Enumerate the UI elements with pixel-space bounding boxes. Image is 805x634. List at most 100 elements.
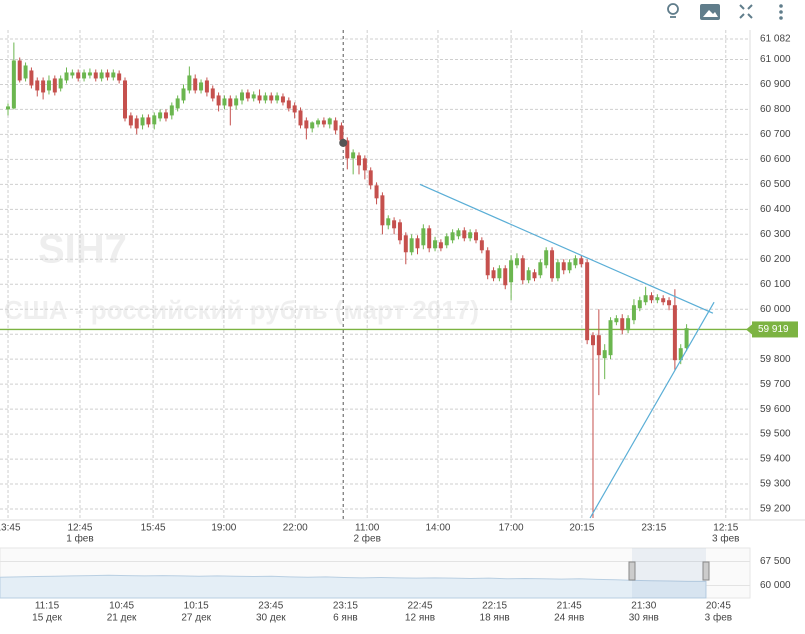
candle-body (520, 258, 525, 281)
grid (0, 30, 750, 520)
x-tick-label: 23:15 (641, 523, 666, 534)
x-tick-label: 11:00 (355, 523, 380, 534)
navigator-x-time: 21:30 (631, 601, 656, 612)
candle-body (579, 258, 584, 265)
candle-body (561, 262, 566, 271)
candle-body (684, 328, 689, 349)
candle-body (199, 82, 204, 91)
candle-body (339, 125, 344, 141)
navigator-handle[interactable] (702, 561, 710, 581)
candle-body (491, 270, 496, 279)
candle-body (643, 295, 648, 303)
candle-body (64, 72, 69, 81)
candle-body (105, 72, 110, 78)
x-date-label: 3 фев (712, 533, 739, 545)
candle-body (17, 60, 22, 81)
candle-body (158, 112, 163, 119)
x-tick-label: 12:45 (67, 523, 92, 534)
x-tick-label: 13:45 (0, 523, 21, 534)
navigator-x-date: 30 дек (256, 613, 286, 624)
candle-body (123, 80, 128, 119)
candle-body (245, 92, 250, 99)
candle-body (427, 228, 432, 249)
candle-body (23, 65, 28, 79)
candle-body (538, 262, 543, 276)
y-tick-label: 60 800 (760, 104, 791, 115)
candle-body (626, 318, 631, 331)
y-tick-label: 60 400 (760, 204, 791, 215)
navigator-handle[interactable] (628, 561, 636, 581)
candle-body (585, 262, 590, 341)
x-tick-label: 14:00 (425, 523, 450, 534)
candle-body (187, 75, 192, 91)
candle-body (117, 73, 122, 81)
candle-body (409, 238, 414, 253)
candle-body (620, 318, 625, 331)
candle-body (234, 98, 239, 106)
navigator-x-time: 22:15 (482, 601, 507, 612)
current-price-arrow (746, 324, 752, 335)
navigator-x-date: 3 фев (705, 612, 732, 624)
x-tick-label: 12:15 (713, 523, 738, 534)
candle-body (216, 95, 221, 106)
candle-body (661, 298, 666, 303)
separator-marker (339, 138, 348, 147)
candle-body (479, 240, 484, 251)
candle-body (204, 80, 209, 93)
candle-body (87, 72, 92, 76)
candle-body (76, 72, 81, 79)
idea-button[interactable] (667, 3, 679, 18)
navigator-x-date: 15 дек (32, 613, 62, 624)
candle-body (514, 258, 519, 266)
x-tick-label: 20:15 (569, 523, 594, 534)
candle-body (29, 70, 34, 86)
candle-body (485, 250, 490, 276)
y-tick-label: 60 000 (760, 304, 791, 315)
toolbar (667, 3, 783, 20)
navigator-x-time: 22:45 (407, 601, 432, 612)
x-tick-label: 17:00 (499, 523, 524, 534)
candle-body (438, 242, 443, 249)
candle-body (333, 120, 338, 131)
y-tick-label: 60 200 (760, 254, 791, 265)
candle-body (169, 105, 174, 116)
trendline (589, 301, 715, 519)
candle-body (46, 80, 51, 91)
watermark-symbol: SIH7 (38, 228, 127, 272)
navigator-x-time: 11:15 (35, 601, 60, 612)
candle-body (35, 80, 40, 91)
snapshot-button[interactable] (700, 4, 720, 20)
candle-body (140, 117, 145, 126)
candle-body (351, 152, 356, 159)
candle-body (397, 222, 402, 241)
candle-body (280, 96, 285, 103)
candle-body (573, 258, 578, 266)
menu-button[interactable] (779, 4, 783, 20)
candle-body (380, 195, 385, 226)
candle-body (468, 232, 473, 239)
candle-body (590, 335, 595, 346)
candle-body (368, 170, 373, 186)
candle-body (228, 98, 233, 107)
current-price-label: 59 919 (758, 324, 789, 335)
candle-body (58, 78, 63, 89)
navigator-x-time: 10:45 (109, 601, 134, 612)
candle-body (532, 272, 537, 279)
navigator-area (0, 574, 707, 599)
navigator-x-time: 21:45 (557, 601, 582, 612)
current-price-box (752, 321, 798, 338)
candle-body (386, 218, 391, 226)
candle-body (327, 118, 332, 125)
navigator-x-time: 10:15 (184, 601, 209, 612)
candle-body (275, 95, 280, 101)
candle-body (503, 268, 508, 286)
navigator-x-date: 27 дек (181, 613, 211, 624)
fullscreen-button[interactable] (739, 4, 753, 19)
candle-body (567, 262, 572, 271)
x-date-label: 2 фев (353, 533, 380, 545)
y-tick-label: 59 500 (760, 429, 791, 440)
candle-body (321, 120, 326, 125)
candle-body (678, 348, 683, 361)
y-tick-label: 61 082 (760, 34, 791, 45)
